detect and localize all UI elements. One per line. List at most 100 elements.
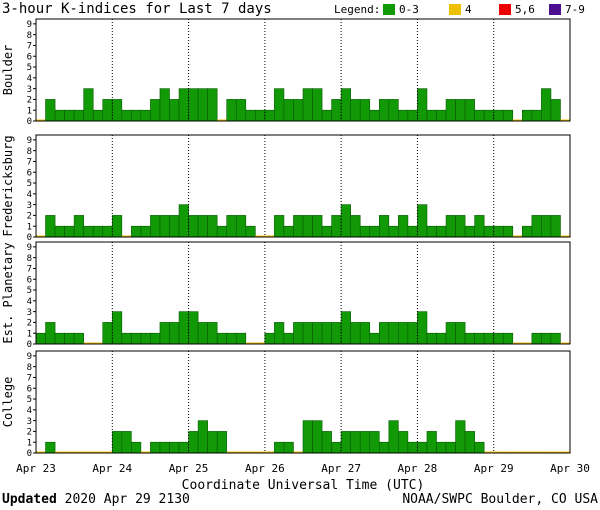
k-bar-zero (255, 235, 265, 237)
k-bar (436, 332, 447, 345)
k-bar (92, 225, 104, 238)
k-bar (436, 441, 447, 454)
k-bar (369, 109, 380, 122)
y-tick-label: 0 (27, 340, 32, 350)
k-bar (398, 322, 409, 345)
legend-item-5-6: 5,6 (499, 3, 535, 17)
y-tick-label: 6 (27, 275, 32, 285)
k-bar (54, 332, 65, 345)
k-bar (483, 332, 495, 345)
x-tick-label: Apr 25 (169, 462, 209, 475)
k-bar (464, 431, 475, 454)
k-bar-zero (140, 451, 151, 453)
k-bar (207, 322, 218, 345)
k-bar (417, 88, 428, 122)
k-bar (464, 225, 475, 238)
k-bar (359, 99, 371, 122)
k-bar-zero (503, 451, 513, 453)
k-bar (111, 99, 123, 122)
k-bar (531, 215, 542, 238)
k-bar-zero (36, 451, 46, 453)
legend-swatch-yellow (449, 3, 461, 15)
y-tick-label: 6 (27, 168, 32, 178)
y-tick-label: 3 (27, 417, 32, 427)
k-bar (111, 311, 123, 345)
k-bar (550, 215, 561, 238)
k-bar-zero (93, 451, 103, 453)
k-bar-zero (245, 342, 256, 344)
k-bar (111, 215, 123, 238)
k-bar (378, 99, 390, 122)
k-bar (293, 322, 304, 345)
k-bar (502, 225, 514, 238)
k-bar (255, 109, 266, 122)
k-bar (293, 215, 304, 238)
k-bar (35, 332, 46, 345)
legend-label: Legend: (334, 3, 381, 16)
y-tick-label: 0 (27, 449, 32, 459)
k-bar (169, 99, 180, 122)
k-bar (388, 99, 399, 122)
k-bar-zero (36, 235, 46, 237)
legend-item-0-3: 0-3 (383, 3, 419, 17)
panel-frame (35, 241, 571, 345)
k-bar (331, 322, 342, 345)
k-bar (407, 441, 418, 454)
k-bar (388, 225, 399, 238)
k-bar (45, 215, 56, 238)
k-bar-zero (484, 451, 494, 453)
k-bar (550, 332, 561, 345)
y-tick-label: 8 (27, 31, 32, 41)
k-bar (302, 322, 313, 345)
panel-frame (35, 18, 571, 122)
k-bar (445, 322, 456, 345)
k-bar (398, 431, 409, 454)
k-bar-zero (541, 451, 551, 453)
k-bar (445, 215, 456, 238)
k-bar (169, 322, 180, 345)
y-tick-label: 0 (27, 233, 32, 243)
k-bar (378, 322, 390, 345)
k-bar (45, 322, 56, 345)
station-label: Boulder (1, 45, 15, 96)
k-bar (426, 332, 437, 345)
k-bar-zero (560, 342, 570, 344)
y-tick-label: 1 (27, 222, 32, 232)
k-bar (464, 99, 475, 122)
k-bar (398, 215, 409, 238)
k-bar (131, 109, 142, 122)
k-bar (340, 204, 351, 238)
k-bar-zero (102, 451, 113, 453)
k-bar (321, 322, 332, 345)
k-bar (350, 431, 361, 454)
k-bar (102, 322, 113, 345)
k-bar (169, 441, 180, 454)
k-bar (83, 88, 94, 122)
k-bar (235, 99, 247, 122)
k-bar-zero (560, 119, 570, 121)
y-tick-label: 8 (27, 254, 32, 264)
k-bar-zero (531, 451, 542, 453)
k-index-chart: 0123456789Boulder0123456789Fredericksbur… (1, 18, 590, 492)
k-bar (207, 88, 218, 122)
k-bar (216, 332, 228, 345)
k-bar (474, 215, 485, 238)
k-bar (522, 225, 533, 238)
k-bar-zero (512, 451, 523, 453)
k-bar (188, 88, 199, 122)
k-bar (197, 88, 208, 122)
k-bar (169, 215, 180, 238)
k-bar (264, 332, 275, 345)
k-bar (378, 441, 390, 454)
k-bar (73, 332, 84, 345)
k-bar (436, 109, 447, 122)
k-bar (474, 441, 485, 454)
k-bar (455, 99, 466, 122)
k-bar (502, 332, 514, 345)
x-tick-label: Apr 23 (16, 462, 56, 475)
k-bar (359, 322, 371, 345)
x-axis-label: Coordinate Universal Time (UTC) (182, 478, 425, 492)
k-bar (321, 109, 332, 122)
y-tick-label: 4 (27, 190, 32, 200)
k-bar (102, 225, 113, 238)
